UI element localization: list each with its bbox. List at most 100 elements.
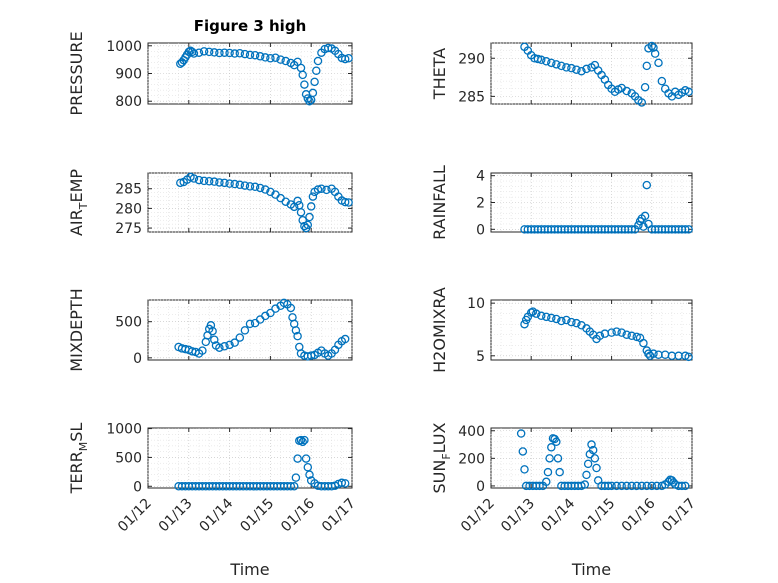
data-point — [245, 182, 255, 191]
data-point — [649, 43, 658, 52]
subplot-theta: 285 290 THETA — [430, 41, 693, 107]
x-tick-label: 01/12 — [115, 496, 155, 536]
data-point — [317, 184, 326, 193]
data-point — [627, 331, 636, 341]
data-point — [276, 55, 285, 64]
y-axis-label: PRESSURE — [67, 31, 86, 115]
data-point — [220, 342, 229, 351]
x-tick-label: 01/17 — [319, 496, 359, 536]
data-point — [604, 481, 613, 491]
y-tick-label: 0 — [133, 351, 142, 367]
data-point — [642, 61, 652, 71]
data-point — [647, 481, 657, 491]
y-tick-label: 0 — [133, 479, 142, 495]
data-point — [520, 319, 529, 329]
subplot-mixdepth: 0 500 MIXDEPTH — [67, 288, 353, 372]
data-point — [649, 349, 658, 358]
data-point — [261, 185, 270, 194]
data-point — [210, 177, 219, 186]
data-point — [215, 343, 224, 352]
y-axis-label: RAINFALL — [430, 165, 449, 240]
data-point — [250, 50, 260, 60]
data-point — [255, 52, 265, 61]
y-tick-label: 1000 — [106, 422, 142, 438]
y-axis-label: THETA — [430, 48, 449, 100]
data-point — [650, 49, 660, 58]
data-point — [617, 328, 626, 337]
data-point — [557, 61, 566, 71]
data-point — [266, 308, 275, 318]
data-point — [547, 58, 556, 68]
data-point — [312, 66, 321, 75]
data-point — [225, 48, 234, 58]
data-point — [199, 176, 209, 186]
data-point — [518, 447, 528, 456]
data-point — [198, 346, 207, 355]
data-point — [340, 54, 350, 64]
y-tick-label: 900 — [115, 67, 142, 83]
subplot-pressure: 800 900 1000 PRESSURE Figure 3 high — [67, 17, 353, 116]
x-tick-label: 01/13 — [156, 496, 196, 536]
data-point — [588, 445, 598, 455]
data-point — [235, 333, 245, 342]
data-point — [652, 481, 662, 491]
data-point — [567, 63, 576, 73]
data-point — [286, 303, 296, 313]
chart-title: Figure 3 high — [194, 17, 307, 35]
data-point — [293, 454, 302, 463]
data-point — [293, 196, 302, 206]
y-tick-label: 1000 — [106, 39, 142, 55]
data-point — [308, 192, 318, 201]
data-point — [281, 56, 290, 66]
data-point — [337, 478, 347, 488]
data-point — [204, 47, 214, 57]
data-point — [204, 177, 214, 186]
data-point — [189, 49, 199, 58]
y-axis-label: TERRMSL — [67, 423, 90, 495]
data-point — [344, 54, 353, 63]
data-point — [210, 335, 219, 345]
data-point — [644, 349, 653, 358]
y-tick-label: 280 — [115, 201, 142, 217]
x-tick-label: 01/16 — [278, 495, 318, 535]
data-point — [639, 222, 648, 231]
data-point — [296, 208, 306, 217]
data-point — [225, 179, 234, 188]
data-point — [313, 185, 323, 194]
data-point — [657, 76, 667, 86]
data-point — [642, 180, 652, 190]
subplot-rainfall: 0 2 4 RAINFALL — [430, 165, 693, 240]
data-point — [642, 481, 652, 491]
y-tick-label: 800 — [115, 94, 142, 110]
data-point — [220, 178, 229, 188]
data-point — [634, 221, 643, 230]
data-point — [308, 88, 318, 98]
data-point — [271, 53, 280, 62]
data-point — [313, 56, 323, 66]
x-tick-label: 01/14 — [197, 495, 237, 535]
data-point — [240, 49, 250, 59]
data-point — [582, 64, 591, 74]
data-point — [266, 54, 275, 63]
y-tick-label: 500 — [115, 450, 142, 466]
y-tick-label: 285 — [115, 182, 142, 198]
data-point — [184, 47, 194, 57]
data-point — [199, 47, 209, 56]
data-point — [305, 212, 314, 222]
y-axis-label-main: TERR — [67, 451, 86, 494]
y-axis-label: AIRTEMP — [67, 169, 90, 236]
data-point — [533, 54, 543, 64]
data-point — [592, 463, 601, 473]
data-point — [557, 316, 566, 326]
data-point — [553, 454, 563, 463]
data-point — [622, 481, 631, 491]
x-axis-label: Time — [229, 560, 269, 579]
data-point — [555, 467, 564, 477]
data-point — [516, 429, 526, 438]
y-tick-label: 2 — [476, 196, 485, 212]
data-point — [322, 185, 331, 195]
data-point — [225, 340, 234, 350]
data-point — [291, 473, 301, 482]
data-point — [210, 48, 219, 57]
data-point — [306, 351, 316, 360]
